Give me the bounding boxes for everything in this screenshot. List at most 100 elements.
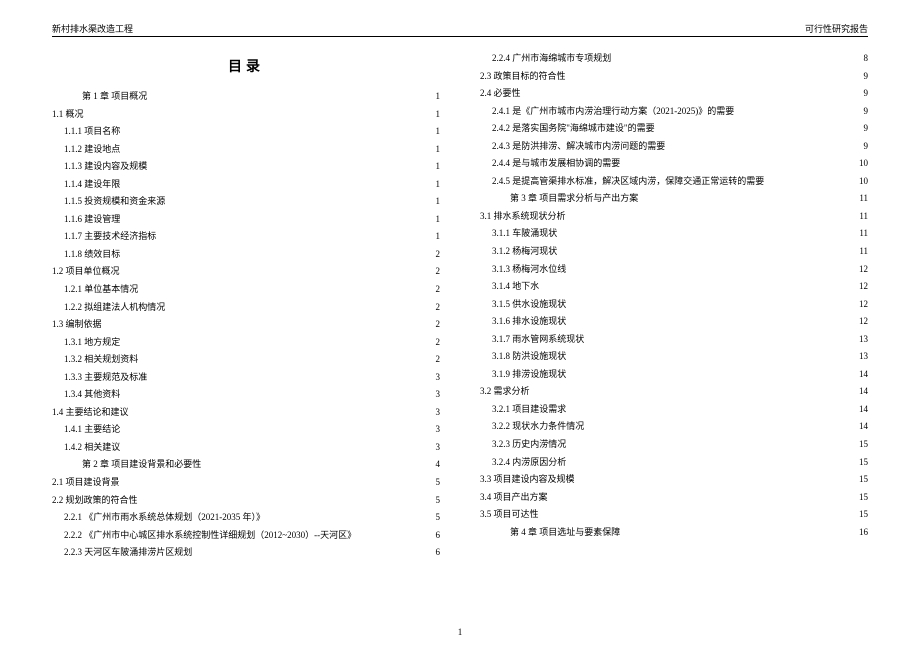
toc-entry-page: 12	[857, 261, 868, 279]
toc-entry: 3.1.4 地下水12	[480, 278, 868, 296]
page: 新村排水渠改造工程 可行性研究报告 目录 第 1 章 项目概况11.1 概况11…	[0, 0, 920, 651]
toc-entry: 1.3.1 地方规定 2	[52, 334, 440, 352]
toc-entry-page: 14	[857, 383, 868, 401]
toc-columns: 目录 第 1 章 项目概况11.1 概况11.1.1 项目名称11.1.2 建设…	[52, 50, 868, 611]
toc-entry: 1.1.7 主要技术经济指标 1	[52, 228, 440, 246]
toc-entry-page: 2	[434, 334, 441, 352]
toc-entry-label: 3.1.2 杨梅河现状	[492, 243, 559, 261]
toc-entry-page: 3	[434, 386, 441, 404]
toc-entry-page: 3	[434, 439, 441, 457]
toc-entry-label: 2.3 政策目标的符合性	[480, 68, 568, 86]
toc-entry-label: 3.1.8 防洪设施现状	[492, 348, 568, 366]
toc-entry-page: 5	[434, 509, 441, 527]
toc-entry-label: 3.4 项目产出方案	[480, 489, 550, 507]
toc-entry-label: 3.2.3 历史内涝情况	[492, 436, 568, 454]
toc-entry-page: 1	[434, 123, 441, 141]
toc-entry-page: 14	[857, 401, 868, 419]
toc-entry-label: 2.4.3 是防洪排涝、解决城市内涝问题的需要	[492, 138, 667, 156]
toc-entry: 3.2.1 项目建设需求14	[480, 401, 868, 419]
header-rule	[52, 36, 868, 37]
toc-entry-page: 2	[434, 351, 441, 369]
toc-entry: 1.4 主要结论和建议 3	[52, 404, 440, 422]
toc-entry: 3.3 项目建设内容及规模15	[480, 471, 868, 489]
toc-entry-page: 2	[434, 281, 441, 299]
toc-entry-page: 2	[434, 263, 441, 281]
toc-entry: 3.2.4 内涝原因分析15	[480, 454, 868, 472]
toc-entry-label: 1.3.1 地方规定	[64, 334, 122, 352]
toc-entry: 2.4.1 是《广州市城市内涝治理行动方案（2021-2025)》的需要 9	[480, 103, 868, 121]
toc-entry-label: 3.2 需求分析	[480, 383, 532, 401]
toc-entry-page: 12	[857, 278, 868, 296]
toc-entry-label: 1.3.2 相关规划资料	[64, 351, 140, 369]
toc-entry: 1.1 概况1	[52, 106, 440, 124]
toc-entry-page: 2	[434, 246, 441, 264]
toc-entry-label: 1.1.7 主要技术经济指标	[64, 228, 158, 246]
toc-entry-label: 1.3.3 主要规范及标准	[64, 369, 149, 387]
toc-entry-label: 3.1.9 排涝设施现状	[492, 366, 568, 384]
toc-entry: 1.4.2 相关建议3	[52, 439, 440, 457]
toc-entry-page: 1	[434, 88, 441, 106]
toc-entry-page: 3	[434, 404, 441, 422]
toc-entry-label: 2.2.2 《广州市中心城区排水系统控制性详细规划（2012~2030）--天河…	[64, 527, 358, 545]
toc-entry-page: 1	[434, 193, 441, 211]
toc-entry-page: 2	[434, 299, 441, 317]
toc-entry-label: 第 3 章 项目需求分析与产出方案	[510, 190, 640, 208]
toc-title: 目录	[52, 56, 440, 76]
toc-entry: 3.1.6 排水设施现状12	[480, 313, 868, 331]
toc-entry-label: 1.1 概况	[52, 106, 86, 124]
toc-entry-label: 1.2 项目单位概况	[52, 263, 122, 281]
toc-entry: 3.1 排水系统现状分析11	[480, 208, 868, 226]
toc-entry-page: 14	[857, 366, 868, 384]
toc-entry-label: 2.2.4 广州市海绵城市专项规划	[492, 50, 613, 68]
toc-entry-label: 2.2 规划政策的符合性	[52, 492, 140, 510]
toc-entry: 1.1.8 绩效目标2	[52, 246, 440, 264]
toc-entry-page: 6	[434, 527, 441, 545]
toc-entry-label: 2.2.3 天河区车陂涌排涝片区规划	[64, 544, 194, 562]
toc-entry-page: 14	[857, 418, 868, 436]
toc-entry-label: 3.3 项目建设内容及规模	[480, 471, 577, 489]
toc-entry: 1.1.2 建设地点 1	[52, 141, 440, 159]
toc-entry-page: 9	[862, 120, 869, 138]
toc-entry-label: 2.1 项目建设背景	[52, 474, 122, 492]
toc-entry-label: 2.4 必要性	[480, 85, 523, 103]
toc-entry-page: 15	[857, 436, 868, 454]
toc-entry-label: 1.4.1 主要结论	[64, 421, 122, 439]
toc-entry: 第 4 章 项目选址与要素保障16	[480, 524, 868, 542]
toc-entry-label: 第 2 章 项目建设背景和必要性	[82, 456, 203, 474]
toc-entry-page: 3	[434, 369, 441, 387]
toc-entry-label: 1.1.6 建设管理	[64, 211, 122, 229]
toc-entry-label: 第 4 章 项目选址与要素保障	[510, 524, 622, 542]
toc-entry-label: 1.1.2 建设地点	[64, 141, 122, 159]
toc-entry: 2.2.2 《广州市中心城区排水系统控制性详细规划（2012~2030）--天河…	[52, 527, 440, 545]
toc-entry: 1.1.1 项目名称1	[52, 123, 440, 141]
toc-entry: 1.3.3 主要规范及标准 3	[52, 369, 440, 387]
toc-column-right: 2.2.4 广州市海绵城市专项规划82.3 政策目标的符合性92.4 必要性92…	[480, 50, 868, 611]
toc-entry-page: 1	[434, 228, 441, 246]
footer-page-number: 1	[0, 627, 920, 637]
toc-entry: 1.2.2 拟组建法人机构情况 2	[52, 299, 440, 317]
toc-entry-page: 1	[434, 141, 441, 159]
toc-entry-label: 1.2.2 拟组建法人机构情况	[64, 299, 167, 317]
toc-entry-label: 2.4.1 是《广州市城市内涝治理行动方案（2021-2025)》的需要	[492, 103, 736, 121]
toc-entry: 第 3 章 项目需求分析与产出方案 11	[480, 190, 868, 208]
toc-entry: 2.4 必要性9	[480, 85, 868, 103]
toc-entry-page: 4	[434, 456, 441, 474]
toc-entry-label: 2.2.1 《广州市雨水系统总体规划（2021-2035 年）》	[64, 509, 267, 527]
toc-entry: 3.1.5 供水设施现状12	[480, 296, 868, 314]
toc-entry-label: 3.1.1 车陂涌现状	[492, 225, 559, 243]
toc-entry-page: 11	[857, 190, 868, 208]
toc-entry-label: 3.5 项目可达性	[480, 506, 541, 524]
toc-entry-page: 13	[857, 331, 868, 349]
toc-entry: 1.3 编制依据2	[52, 316, 440, 334]
toc-entry: 2.4.4 是与城市发展相协调的需要10	[480, 155, 868, 173]
toc-entry-label: 3.1.3 杨梅河水位线	[492, 261, 568, 279]
toc-column-left: 目录 第 1 章 项目概况11.1 概况11.1.1 项目名称11.1.2 建设…	[52, 50, 440, 611]
toc-entry-label: 1.4 主要结论和建议	[52, 404, 131, 422]
toc-entry-page: 10	[857, 173, 868, 191]
toc-entry-page: 3	[434, 421, 441, 439]
toc-entry-label: 1.1.4 建设年限	[64, 176, 122, 194]
toc-entry-page: 1	[434, 158, 441, 176]
toc-entry-page: 9	[862, 103, 869, 121]
toc-entry: 3.1.3 杨梅河水位线 12	[480, 261, 868, 279]
toc-entry-page: 12	[857, 296, 868, 314]
